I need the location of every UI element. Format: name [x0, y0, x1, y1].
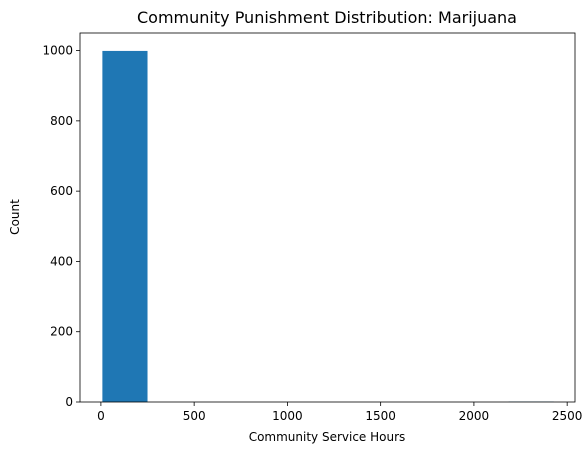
x-tick-label-0: 0	[97, 409, 105, 423]
y-tick-label-1: 200	[50, 325, 73, 339]
y-tick-label-4: 800	[50, 114, 73, 128]
x-axis-label: Community Service Hours	[249, 430, 406, 444]
x-axis-ticks: 0 500 1000 1500 2000 2500	[97, 402, 582, 423]
x-tick-label-2: 1000	[272, 409, 303, 423]
x-tick-label-4: 2000	[459, 409, 490, 423]
x-tick-label-1: 500	[183, 409, 206, 423]
y-tick-label-2: 400	[50, 254, 73, 268]
y-tick-label-3: 600	[50, 184, 73, 198]
chart-title: Community Punishment Distribution: Marij…	[137, 8, 517, 27]
plot-frame	[80, 33, 575, 402]
x-tick-label-3: 1500	[365, 409, 396, 423]
histogram-bars	[102, 51, 553, 402]
histogram-bar-0	[102, 51, 147, 402]
y-tick-label-5: 1000	[42, 44, 73, 58]
y-axis-ticks: 0 200 400 600 800 1000	[42, 44, 80, 409]
x-tick-label-5: 2500	[552, 409, 583, 423]
y-axis-label: Count	[8, 199, 22, 235]
y-tick-label-0: 0	[65, 395, 73, 409]
